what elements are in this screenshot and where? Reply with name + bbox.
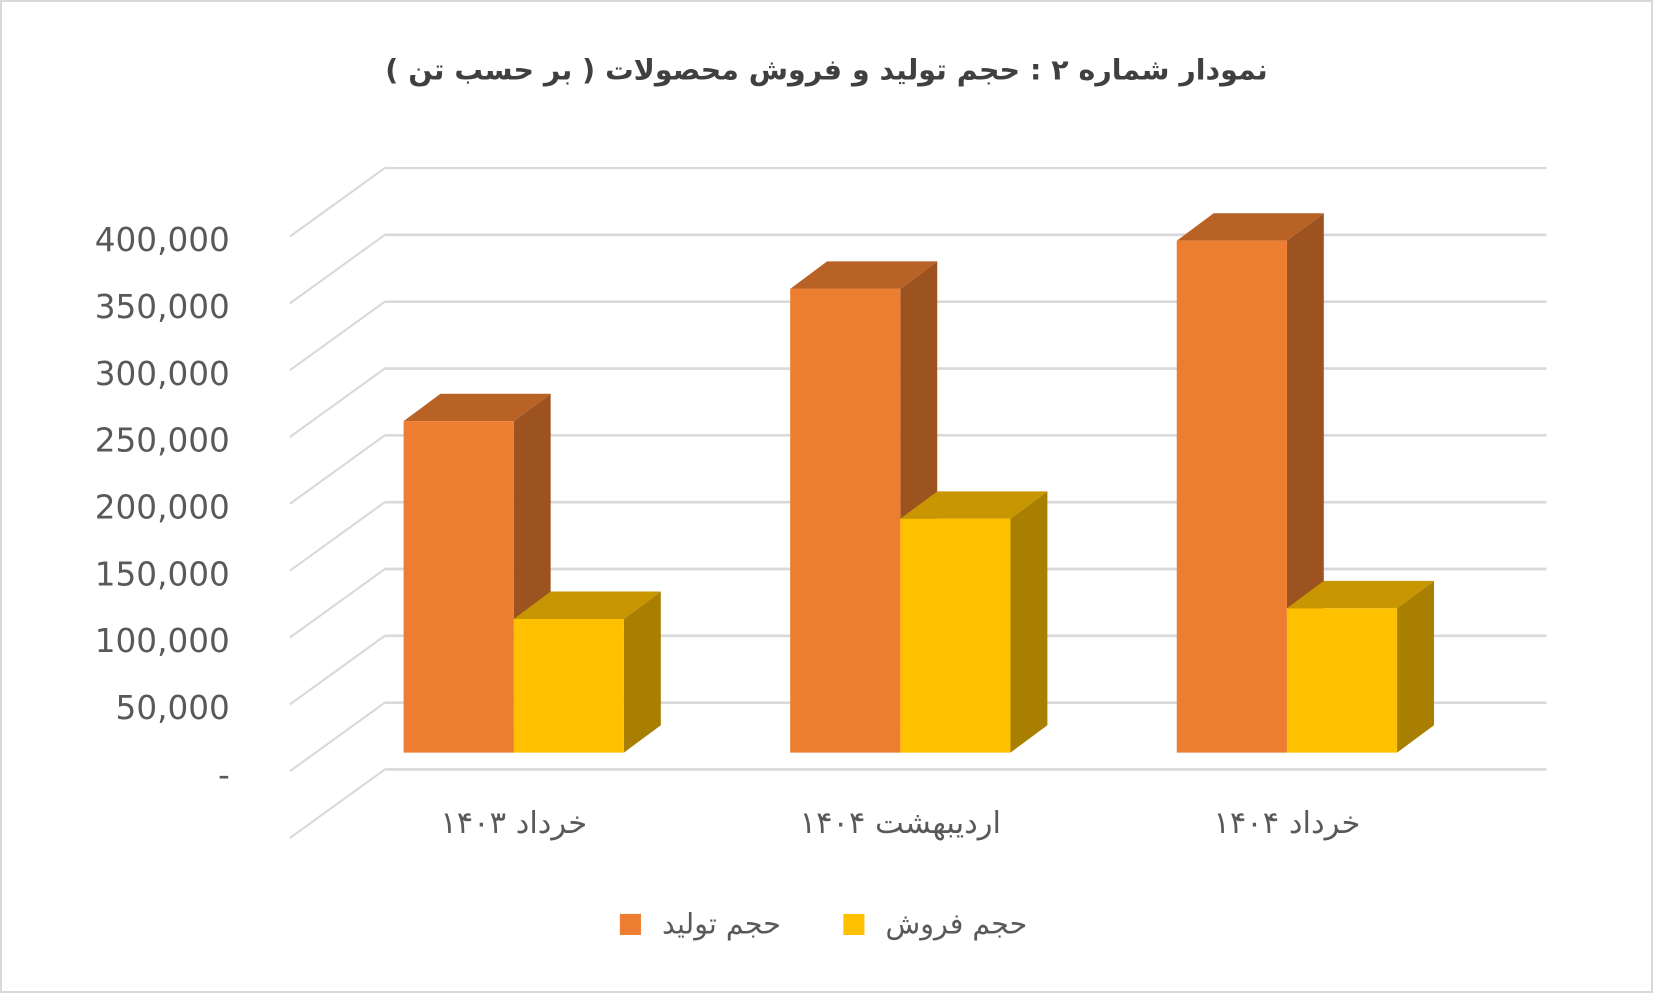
grid-line-side [289,233,386,305]
bar-front [790,288,901,753]
grid-line-side [289,367,386,438]
grid-line-side [289,300,386,372]
bar-front [1286,608,1398,753]
bar-top [513,591,661,619]
y-tick-label: 200,000 [95,489,230,527]
y-tick-label: 300,000 [95,355,230,393]
x-tick-label: خرداد ۱۴۰۳ [440,806,587,841]
bar-top [900,491,1048,519]
legend-swatch [619,913,641,935]
bar-side [1397,580,1434,753]
legend-label: حجم تولید [662,908,781,941]
y-tick-label: 50,000 [116,689,230,727]
y-tick-label: 150,000 [95,555,230,593]
grid-line-side [289,634,386,706]
grid-line-side [289,701,386,773]
wall-edge [289,167,386,238]
bar-front [403,421,514,753]
y-tick-label: 400,000 [95,221,230,259]
grid-line-side [289,568,386,639]
legend-label: حجم فروش [886,908,1028,941]
bar-side [623,591,661,753]
bar [1286,580,1434,753]
x-tick-label: خرداد ۱۴۰۴ [1213,806,1360,841]
bar-front [1176,240,1287,753]
y-tick-label: - [218,756,230,794]
y-tick-label: 250,000 [95,422,230,460]
bar [403,393,551,753]
bar-top [790,261,938,289]
bar-front [513,618,624,753]
grid-line-side [289,434,386,505]
legend-swatch [843,913,865,935]
grid-line-side [289,501,386,572]
y-tick-label: 350,000 [95,288,230,326]
y-tick-label: 100,000 [95,622,230,660]
bar-top [403,393,551,422]
bar-side [1010,491,1048,753]
chart-title: نمودار شماره ۲ : حجم تولید و فروش محصولا… [385,54,1267,87]
grid-line-side [289,768,386,839]
bar [513,591,661,753]
bar-top [1176,213,1324,241]
plot: نمودار شماره ۲ : حجم تولید و فروش محصولا… [95,54,1547,941]
bar-top [1286,580,1434,609]
x-tick-label: اردیبهشت ۱۴۰۴ [800,806,1001,841]
bar-front [900,518,1011,753]
bar [900,491,1048,753]
